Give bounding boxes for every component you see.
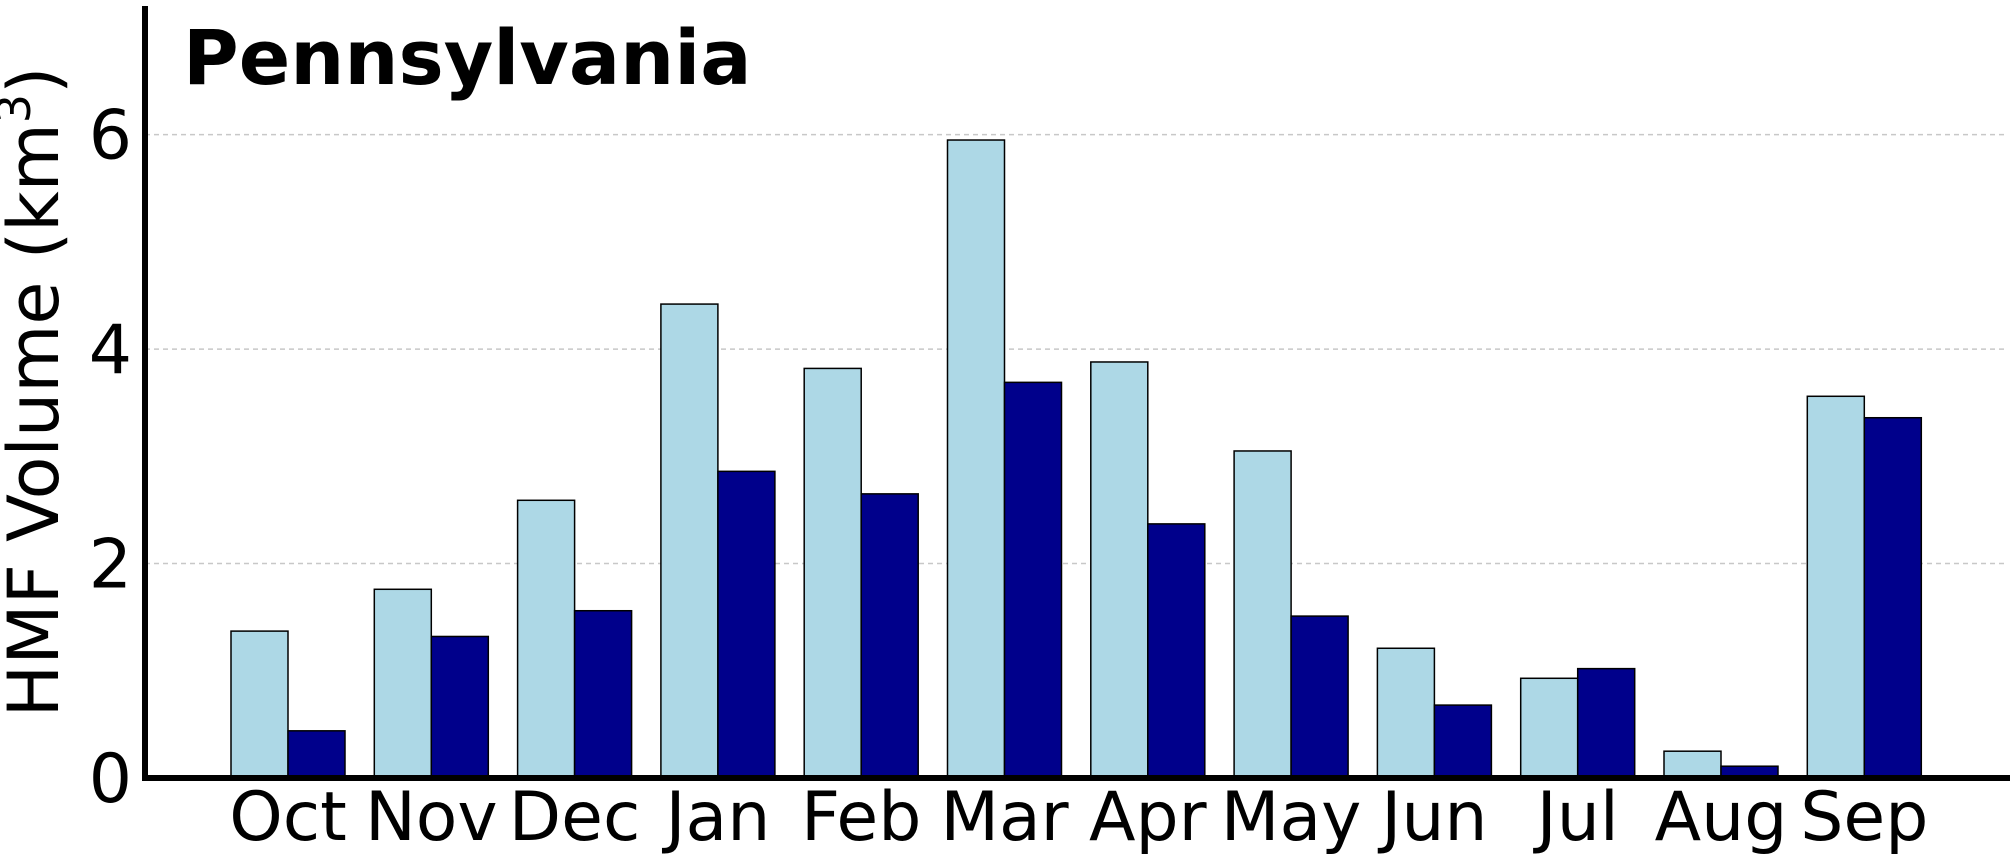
- bar-series-2: [1147, 523, 1206, 779]
- x-tick-label: Oct: [229, 778, 347, 857]
- x-tick-label: Mar: [940, 778, 1068, 857]
- x-tick-label: Dec: [509, 778, 641, 857]
- bar-series-2: [860, 493, 919, 779]
- axes: [142, 6, 2010, 781]
- bar-series-2: [717, 470, 776, 779]
- bar-series-2: [287, 730, 346, 779]
- bar-series-1: [1663, 750, 1722, 779]
- bar-series-1: [1806, 395, 1866, 779]
- x-tick-label: Jan: [661, 778, 770, 857]
- bar-series-1: [516, 499, 576, 779]
- x-tick-label: Jun: [1377, 778, 1487, 857]
- bar-series-1: [660, 303, 719, 779]
- y-axis-label: HMF Volume (km3): [0, 67, 75, 718]
- x-tick-label: Apr: [1089, 778, 1207, 857]
- bar-series-2: [1290, 615, 1349, 779]
- bar-series-2: [1863, 416, 1923, 779]
- x-tick-label: Aug: [1655, 778, 1788, 857]
- bar-series-1: [1233, 450, 1292, 779]
- x-tick-label: Feb: [801, 778, 921, 857]
- x-tick-label: Sep: [1800, 778, 1928, 857]
- chart-title: Pennsylvania: [183, 13, 752, 102]
- x-tick-label: Nov: [365, 778, 498, 857]
- bar-series-2: [1003, 381, 1063, 779]
- bar-series-1: [946, 139, 1006, 779]
- bars: [230, 139, 1923, 779]
- y-axis-label-superscript: 3: [0, 94, 41, 123]
- bar-series-2: [573, 609, 633, 779]
- gridlines: [145, 133, 2008, 565]
- tick-labels: 0 2 4 6 Oct Nov Dec Jan Feb Mar Apr May Jun Jul Aug Sep: [89, 97, 1929, 857]
- bar-series-1: [1376, 647, 1436, 779]
- bar-series-1: [230, 630, 289, 779]
- y-tick-label: 6: [89, 97, 132, 176]
- bar-series-2: [1576, 667, 1636, 779]
- y-tick-label: 4: [89, 311, 132, 390]
- bar-series-1: [1519, 677, 1579, 779]
- bar-series-1: [803, 367, 862, 779]
- bar-series-1: [373, 588, 433, 779]
- bar-series-2: [430, 635, 490, 779]
- bar-series-2: [1433, 704, 1493, 779]
- y-tick-label: 0: [89, 740, 132, 819]
- x-tick-label: May: [1221, 778, 1362, 857]
- bar-series-1: [1090, 361, 1149, 779]
- y-axis-label-text: HMF Volume (km: [0, 123, 75, 717]
- x-tick-label: Jul: [1533, 778, 1619, 857]
- y-axis-label-close: ): [0, 67, 75, 94]
- y-tick-label: 2: [89, 526, 132, 605]
